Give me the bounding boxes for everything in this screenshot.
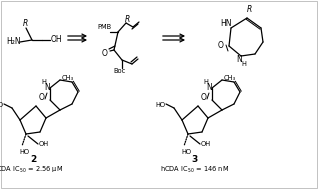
Text: R: R: [124, 15, 130, 23]
Text: O: O: [218, 42, 224, 50]
Text: 2: 2: [30, 156, 36, 164]
Text: HO: HO: [155, 102, 165, 108]
Text: H: H: [42, 79, 46, 85]
Text: O: O: [201, 94, 207, 102]
Text: N: N: [206, 83, 212, 91]
Text: R: R: [246, 5, 252, 15]
Text: H: H: [204, 79, 208, 85]
Text: Boc: Boc: [113, 68, 125, 74]
Text: CH₃: CH₃: [62, 75, 74, 81]
Text: O: O: [39, 94, 45, 102]
Text: HO: HO: [0, 102, 3, 108]
Text: O: O: [102, 49, 108, 57]
Text: HO: HO: [181, 149, 191, 155]
Text: OH: OH: [39, 141, 49, 147]
Text: PMB: PMB: [97, 24, 111, 30]
Text: hCDA IC$_{50}$ = 146 nM: hCDA IC$_{50}$ = 146 nM: [161, 165, 230, 175]
Text: N: N: [44, 83, 50, 91]
Text: 3: 3: [192, 156, 198, 164]
Text: R: R: [22, 19, 28, 29]
Text: N: N: [236, 56, 242, 64]
Text: OH: OH: [201, 141, 211, 147]
Text: H: H: [242, 61, 246, 67]
Text: CH₃: CH₃: [224, 75, 236, 81]
Text: H₂N: H₂N: [7, 36, 21, 46]
Text: HO: HO: [19, 149, 29, 155]
Text: hCDA IC$_{50}$ = 2.56 μM: hCDA IC$_{50}$ = 2.56 μM: [0, 165, 64, 175]
Text: OH: OH: [50, 36, 62, 44]
Text: HN: HN: [220, 19, 232, 28]
